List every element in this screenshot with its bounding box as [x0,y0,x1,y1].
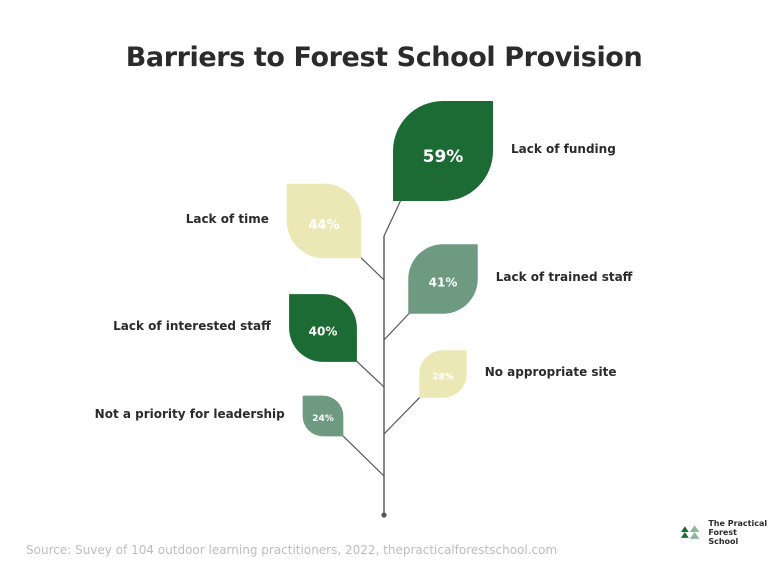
logo-line2: Forest School [708,528,739,546]
leaf-4 [289,294,357,362]
category-label-5: No appropriate site [484,365,617,379]
leaf-value-label-3: 41% [429,276,458,290]
leaf-6 [302,395,344,437]
leaf-value-label-4: 40% [309,325,338,339]
leaf-5 [419,350,467,398]
leaf-value-label-5: 28% [432,372,454,382]
leaf-value-label-2: 44% [308,218,339,233]
category-label-6: Not a priority for leadership [94,407,285,421]
branch-6 [337,430,385,477]
leaf-value-label-1: 59% [423,147,464,167]
logo-line1: The Practical [708,519,768,528]
chart-title: Barriers to Forest School Provision [125,42,643,73]
branch-5 [383,390,427,435]
category-label-4: Lack of interested staff [113,319,271,333]
leaf-1 [393,101,493,201]
category-label-2: Lack of time [185,212,269,226]
leaf-3 [408,244,478,314]
leaf-value-label-6: 24% [312,414,334,424]
leaf-2 [286,183,362,259]
source-note: Source: Suvey of 104 outdoor learning pr… [26,543,558,557]
category-label-3: Lack of trained staff [495,270,633,284]
tree-icon [680,524,700,539]
category-label-1: Lack of funding [511,142,616,156]
stem-base-dot [381,512,387,518]
logo: The Practical Forest School [680,519,768,546]
